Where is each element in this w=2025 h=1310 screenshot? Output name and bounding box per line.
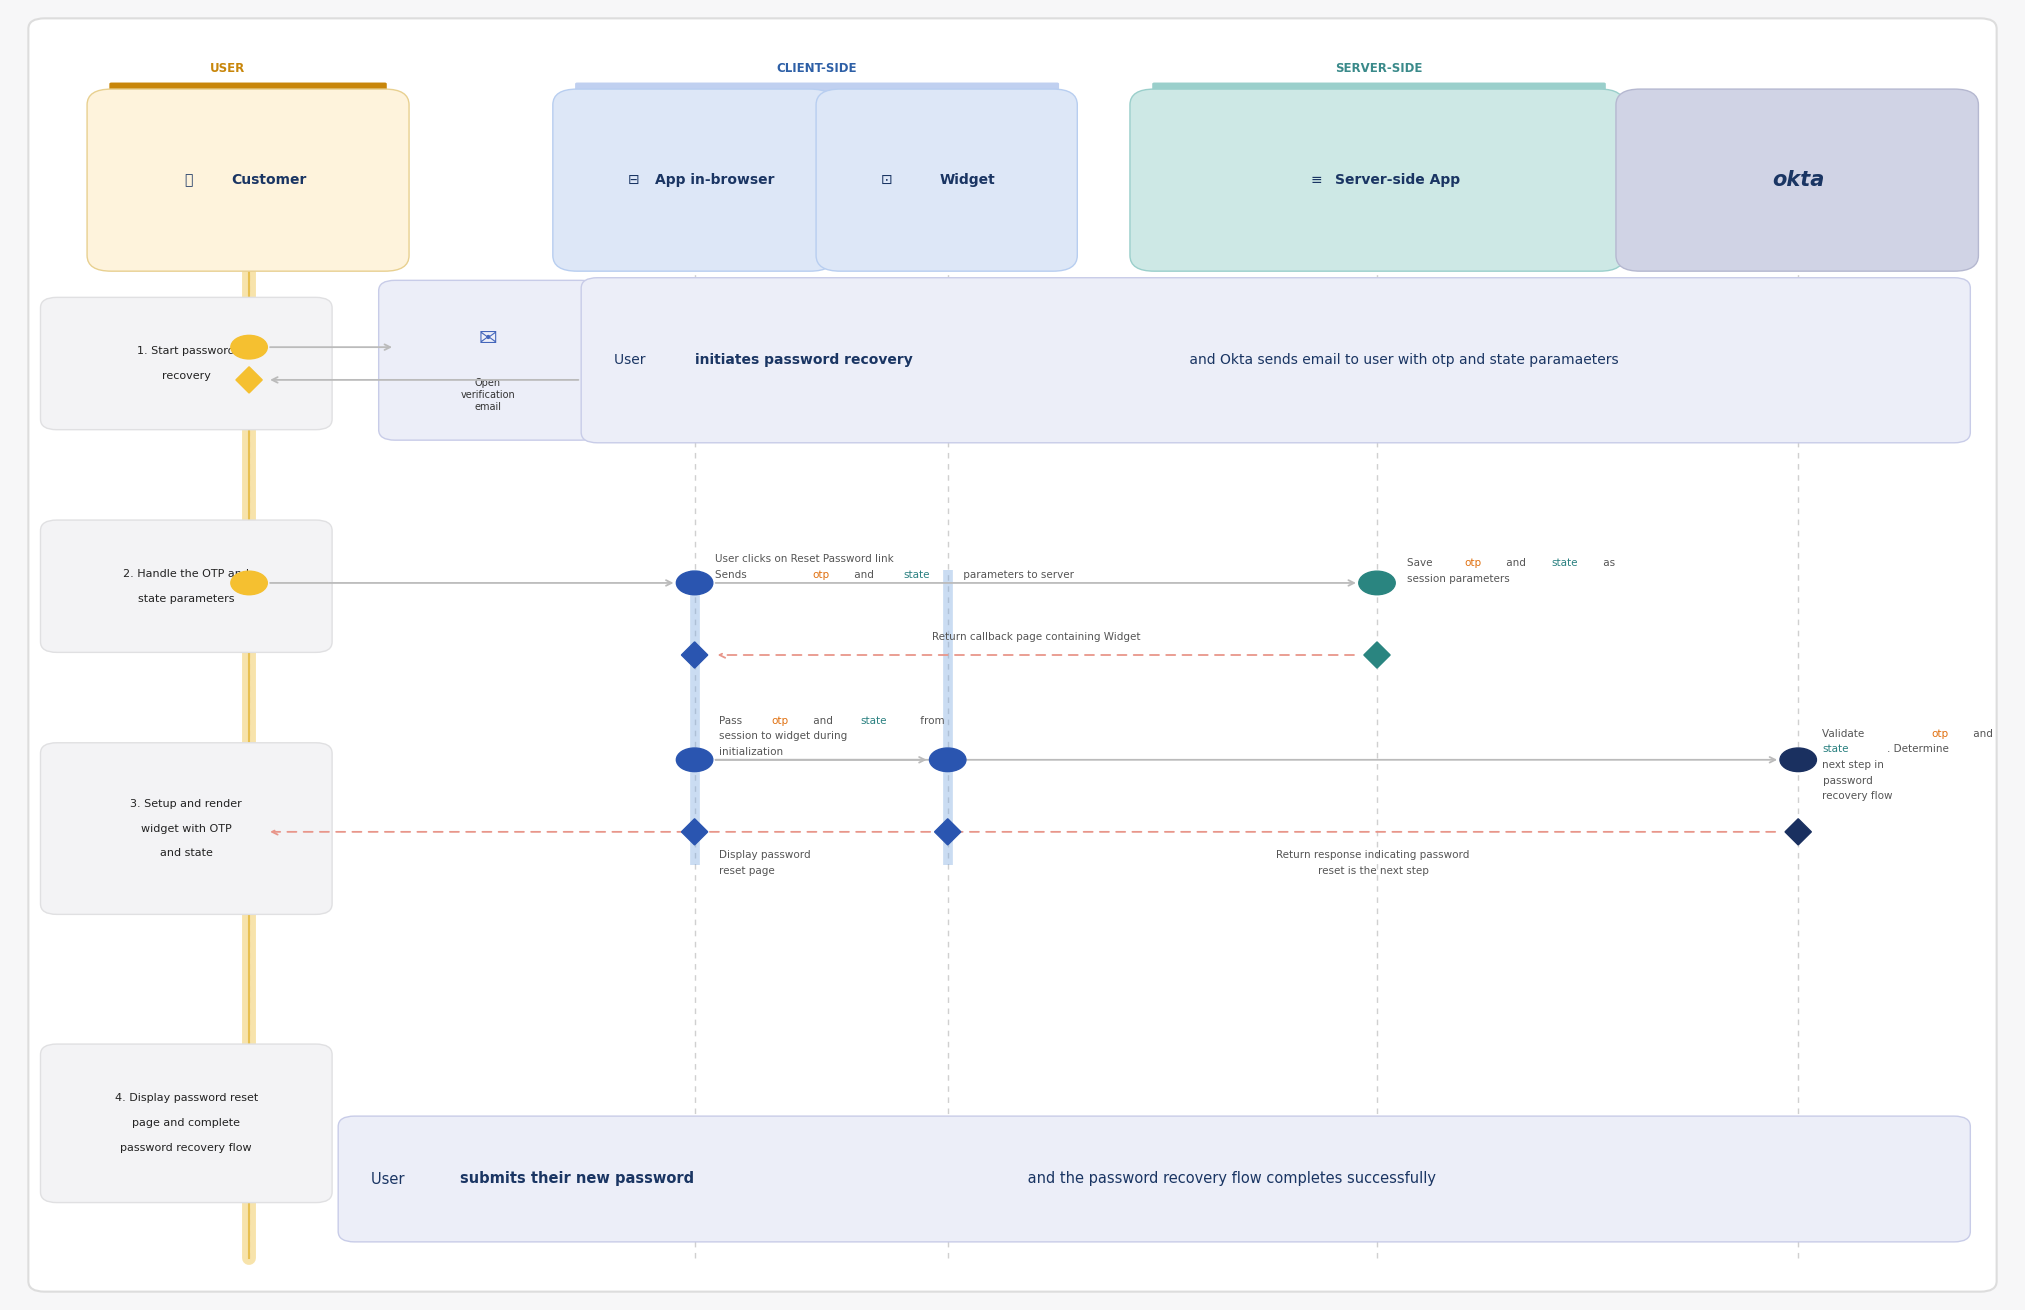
Text: and state: and state (160, 849, 213, 858)
FancyBboxPatch shape (553, 89, 834, 271)
Text: session parameters: session parameters (1407, 574, 1511, 584)
Text: Widget: Widget (940, 173, 996, 187)
Text: 👤: 👤 (184, 173, 192, 187)
Text: USER: USER (211, 62, 245, 75)
Polygon shape (1365, 642, 1389, 668)
Polygon shape (680, 642, 709, 668)
FancyBboxPatch shape (379, 280, 597, 440)
Text: and the password recovery flow completes successfully: and the password recovery flow completes… (1023, 1171, 1436, 1187)
Circle shape (1780, 748, 1816, 772)
Text: Return callback page containing Widget: Return callback page containing Widget (932, 631, 1140, 642)
Polygon shape (680, 819, 709, 845)
Text: reset is the next step: reset is the next step (1318, 866, 1428, 876)
Text: recovery flow: recovery flow (1822, 791, 1893, 802)
Text: parameters to server: parameters to server (960, 570, 1073, 580)
Text: and: and (1970, 728, 1993, 739)
Text: Validate: Validate (1822, 728, 1867, 739)
Text: otp: otp (1464, 558, 1480, 569)
Text: User: User (614, 354, 650, 367)
Polygon shape (1786, 819, 1810, 845)
Text: state: state (1551, 558, 1577, 569)
Circle shape (231, 571, 267, 595)
FancyBboxPatch shape (1130, 89, 1624, 271)
FancyBboxPatch shape (575, 83, 1059, 93)
FancyBboxPatch shape (40, 520, 332, 652)
Text: recovery: recovery (162, 371, 211, 381)
Text: Save: Save (1407, 558, 1436, 569)
FancyBboxPatch shape (40, 743, 332, 914)
Text: . Determine: . Determine (1887, 744, 1950, 755)
Text: and: and (1503, 558, 1529, 569)
Text: password recovery flow: password recovery flow (119, 1144, 251, 1153)
Text: password: password (1822, 776, 1873, 786)
Text: as: as (1600, 558, 1614, 569)
Text: state parameters: state parameters (138, 593, 235, 604)
Text: ✉: ✉ (478, 329, 498, 350)
Text: Server-side App: Server-side App (1334, 173, 1460, 187)
FancyBboxPatch shape (87, 89, 409, 271)
Text: User clicks on Reset Password link: User clicks on Reset Password link (715, 554, 893, 565)
Text: state: state (903, 570, 929, 580)
Text: App in-browser: App in-browser (654, 173, 776, 187)
Text: initialization: initialization (719, 747, 784, 757)
FancyBboxPatch shape (28, 18, 1997, 1292)
Text: initiates password recovery: initiates password recovery (695, 354, 913, 367)
Text: okta: okta (1772, 170, 1825, 190)
Text: session to widget during: session to widget during (719, 731, 846, 741)
Text: Sends: Sends (715, 570, 749, 580)
Text: 1. Start password: 1. Start password (138, 346, 235, 356)
Circle shape (929, 748, 966, 772)
Text: Display password: Display password (719, 850, 810, 861)
Circle shape (676, 571, 713, 595)
Text: submits their new password: submits their new password (460, 1171, 695, 1187)
FancyBboxPatch shape (1152, 83, 1606, 93)
FancyBboxPatch shape (816, 89, 1077, 271)
Text: 4. Display password reset: 4. Display password reset (115, 1094, 257, 1103)
Text: User: User (371, 1171, 409, 1187)
Text: Customer: Customer (231, 173, 308, 187)
Circle shape (231, 335, 267, 359)
Text: ⊟: ⊟ (628, 173, 640, 187)
Text: next step in: next step in (1822, 760, 1885, 770)
Text: widget with OTP: widget with OTP (142, 824, 231, 833)
Circle shape (676, 748, 713, 772)
FancyBboxPatch shape (40, 1044, 332, 1203)
Text: ⊡: ⊡ (881, 173, 893, 187)
Text: Pass: Pass (719, 715, 745, 726)
Polygon shape (936, 819, 962, 845)
Text: state: state (861, 715, 887, 726)
Text: otp: otp (1932, 728, 1948, 739)
Text: page and complete: page and complete (132, 1119, 241, 1128)
Text: ≡: ≡ (1310, 173, 1322, 187)
Text: state: state (1822, 744, 1849, 755)
FancyBboxPatch shape (1616, 89, 1978, 271)
Text: from: from (917, 715, 946, 726)
Text: otp: otp (812, 570, 828, 580)
Text: otp: otp (772, 715, 788, 726)
Text: and: and (850, 570, 877, 580)
Text: 3. Setup and render: 3. Setup and render (130, 799, 243, 808)
Text: and: and (810, 715, 836, 726)
Text: Return response indicating password: Return response indicating password (1276, 850, 1470, 861)
FancyBboxPatch shape (109, 83, 387, 93)
FancyBboxPatch shape (581, 278, 1970, 443)
Text: CLIENT-SIDE: CLIENT-SIDE (778, 62, 857, 75)
Text: SERVER-SIDE: SERVER-SIDE (1334, 62, 1424, 75)
Text: Open
verification
email: Open verification email (460, 379, 516, 411)
Circle shape (1359, 571, 1395, 595)
FancyBboxPatch shape (40, 297, 332, 430)
Text: reset page: reset page (719, 866, 776, 876)
Polygon shape (235, 367, 263, 393)
FancyBboxPatch shape (338, 1116, 1970, 1242)
Text: 2. Handle the OTP and: 2. Handle the OTP and (124, 569, 249, 579)
Text: and Okta sends email to user with otp and state paramaeters: and Okta sends email to user with otp an… (1185, 354, 1618, 367)
